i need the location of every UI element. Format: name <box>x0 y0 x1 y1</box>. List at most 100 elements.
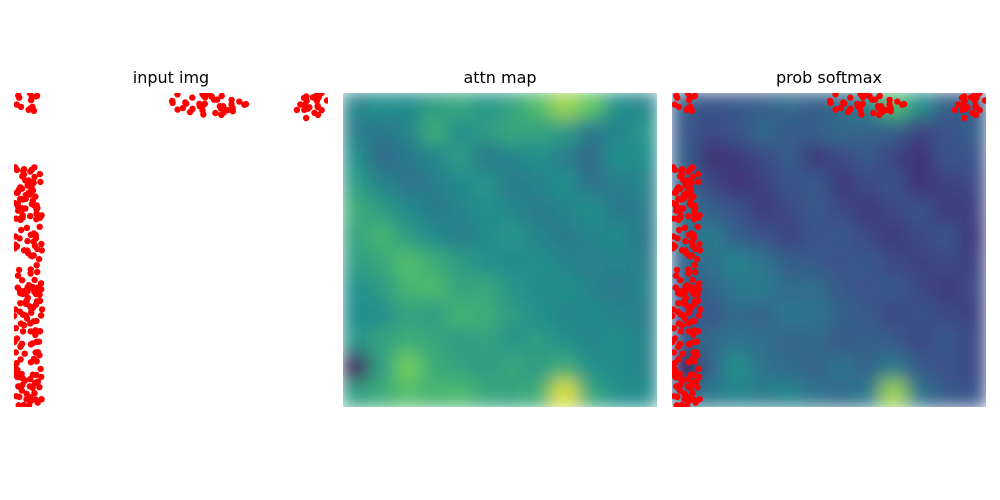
prob-cell <box>828 222 857 251</box>
prob-cell <box>801 327 830 356</box>
attn-cell <box>603 144 632 173</box>
attn-cell <box>420 353 449 382</box>
input-point <box>38 306 46 313</box>
prob-point <box>694 297 702 305</box>
prob-cell <box>828 170 857 199</box>
prob-cell <box>749 118 778 147</box>
input-point <box>14 370 20 378</box>
prob-cell <box>723 93 752 121</box>
prob-cell <box>906 170 935 199</box>
attn-cell <box>551 275 580 304</box>
prob-point <box>688 179 695 186</box>
attn-cell <box>551 93 580 121</box>
prob-cell <box>775 249 804 278</box>
input-point <box>31 276 38 284</box>
prob-point <box>693 255 701 263</box>
input-point <box>201 100 208 107</box>
prob-point <box>686 253 694 260</box>
input-point <box>19 328 27 335</box>
prob-point <box>675 195 682 202</box>
attn-cell <box>629 170 657 199</box>
input-point <box>29 197 36 204</box>
input-point <box>216 103 224 110</box>
prob-point <box>695 280 703 287</box>
attn-cell <box>420 93 449 121</box>
prob-point <box>967 94 975 101</box>
prob-cell <box>749 379 778 407</box>
prob-point <box>672 325 677 332</box>
prob-cell <box>958 327 986 356</box>
attn-cell <box>603 275 632 304</box>
prob-cell <box>697 196 726 225</box>
prob-point <box>886 96 893 104</box>
prob-point <box>859 100 866 107</box>
prob-point <box>886 101 893 108</box>
attn-cell <box>577 249 606 278</box>
attn-cell <box>343 196 371 225</box>
attn-cell <box>472 327 501 356</box>
attn-cell <box>472 93 501 121</box>
attn-cell <box>446 144 475 173</box>
input-point <box>303 97 310 105</box>
prob-cell <box>906 249 935 278</box>
prob-point <box>679 290 686 297</box>
prob-cell <box>775 301 804 330</box>
prob-cell <box>932 196 961 225</box>
prob-cell <box>906 144 935 173</box>
attn-cell <box>577 379 606 407</box>
prob-cell <box>801 118 830 147</box>
prob-point <box>695 312 703 319</box>
prob-cell <box>723 327 752 356</box>
prob-point <box>678 167 685 175</box>
input-point <box>36 297 44 305</box>
prob-cell <box>906 275 935 304</box>
prob-point <box>691 262 698 269</box>
input-point <box>27 328 34 335</box>
input-point <box>21 350 28 357</box>
attn-cell <box>577 301 606 330</box>
attn-cell <box>394 379 423 407</box>
attn-cell <box>577 93 606 121</box>
input-point <box>36 223 43 230</box>
attn-map-panel <box>343 93 657 407</box>
prob-point <box>683 177 690 184</box>
input-point <box>27 359 35 366</box>
attn-cell <box>446 327 475 356</box>
prob-point <box>840 99 847 106</box>
input-point <box>228 96 235 104</box>
input-point <box>29 103 36 111</box>
input-point <box>212 109 219 117</box>
input-point <box>27 320 34 327</box>
prob-point <box>959 106 966 113</box>
prob-cell <box>801 249 830 278</box>
attn-cell <box>446 249 475 278</box>
attn-cell <box>343 301 371 330</box>
attn-cell <box>368 93 397 121</box>
prob-point <box>876 93 883 100</box>
input-point <box>33 202 40 209</box>
input-point <box>228 101 235 108</box>
prob-point <box>870 109 877 117</box>
attn-cell <box>420 327 449 356</box>
prob-cell <box>958 222 986 251</box>
input-point <box>293 106 301 114</box>
input-point <box>22 205 29 212</box>
prob-point <box>976 106 983 114</box>
input-point <box>31 379 39 387</box>
input-point <box>20 167 27 175</box>
input-point <box>189 105 196 112</box>
prob-cell <box>854 379 883 407</box>
attn-cell <box>603 93 632 121</box>
attn-cell <box>499 196 528 225</box>
input-point <box>33 262 40 269</box>
attn-cell <box>420 379 449 407</box>
prob-point <box>684 397 691 404</box>
input-point <box>24 182 31 189</box>
prob-point <box>672 272 680 279</box>
input-point <box>179 104 187 112</box>
attn-cell <box>551 170 580 199</box>
input-point <box>38 373 45 381</box>
input-point <box>27 341 35 348</box>
attn-cell <box>368 249 397 278</box>
prob-point <box>951 106 959 114</box>
